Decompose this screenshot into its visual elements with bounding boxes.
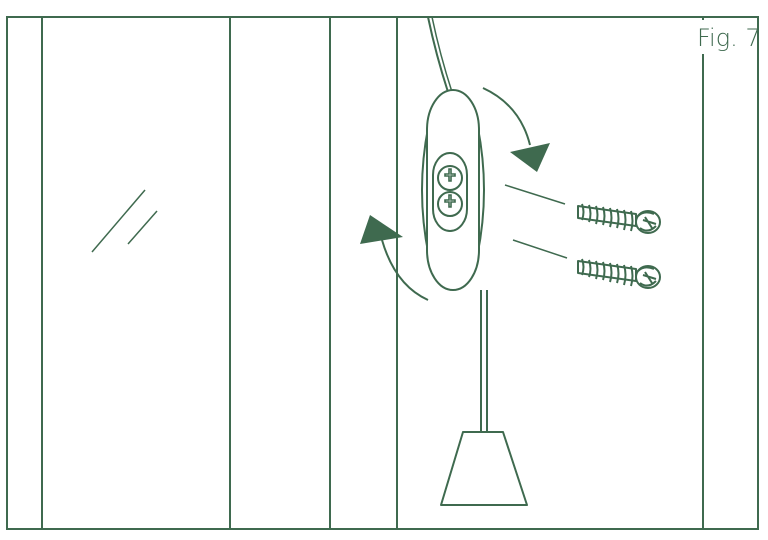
figure-label: Fig. 7 bbox=[697, 24, 761, 52]
glass-reflection bbox=[91, 189, 158, 253]
cord-weight bbox=[440, 431, 528, 506]
screw-guide-lines bbox=[504, 184, 568, 259]
screw-hole-top bbox=[437, 165, 463, 191]
cord-tensioner bbox=[421, 89, 485, 291]
pull-cord-top bbox=[427, 16, 449, 93]
rotate-arrow-icon bbox=[360, 215, 429, 301]
pull-cord-bottom bbox=[480, 290, 488, 432]
screw-icon bbox=[577, 203, 661, 234]
screw-hole-bottom bbox=[437, 191, 463, 217]
window-frame bbox=[6, 16, 759, 530]
rotate-arrow-icon bbox=[482, 87, 550, 172]
panel-dividers bbox=[41, 17, 704, 529]
screw-icon bbox=[577, 258, 661, 289]
